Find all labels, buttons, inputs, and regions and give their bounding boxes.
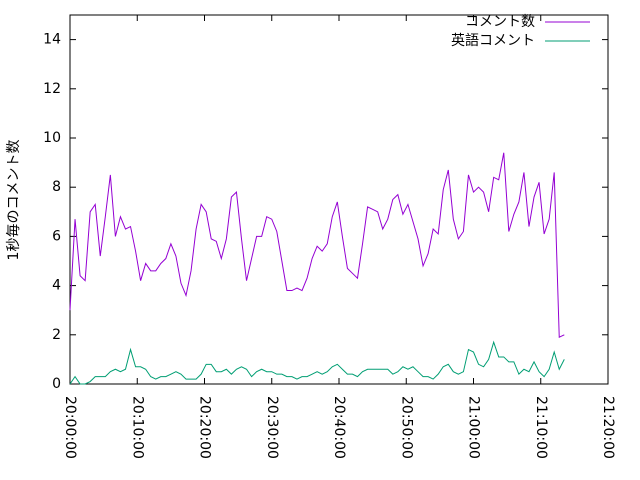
y-tick-label: 4 xyxy=(52,278,61,294)
x-tick-label: 20:20:00 xyxy=(197,396,213,459)
x-tick-label: 21:20:00 xyxy=(600,396,616,459)
y-tick-label: 12 xyxy=(43,81,61,97)
y-tick-label: 2 xyxy=(52,327,61,343)
series-line xyxy=(69,152,565,339)
y-tick-label: 14 xyxy=(43,32,61,48)
y-tick-label: 6 xyxy=(52,228,61,244)
plot-border xyxy=(69,14,609,385)
series-line xyxy=(69,340,565,385)
x-tick-label: 20:10:00 xyxy=(129,396,145,459)
y-axis-label: 1秒毎のコメント数 xyxy=(6,140,22,261)
x-tick-label: 20:00:00 xyxy=(62,396,78,459)
x-tick-label: 21:10:00 xyxy=(533,396,549,459)
legend-label: 英語コメント xyxy=(451,32,535,49)
y-tick-label: 8 xyxy=(52,179,61,195)
legend-label: コメント数 xyxy=(465,14,535,30)
x-tick-label: 21:00:00 xyxy=(466,396,482,459)
x-tick-label: 20:50:00 xyxy=(398,396,414,459)
x-tick-label: 20:30:00 xyxy=(264,396,280,459)
y-tick-label: 0 xyxy=(52,376,61,392)
x-tick-label: 20:40:00 xyxy=(331,396,347,459)
y-tick-label: 10 xyxy=(43,130,61,146)
